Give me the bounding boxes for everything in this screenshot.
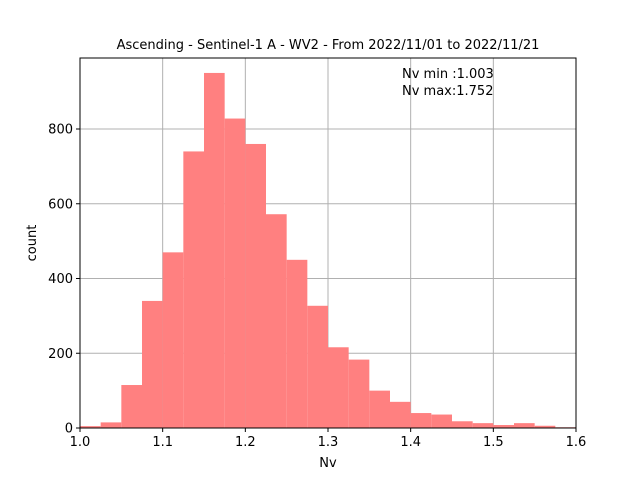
histogram-bar xyxy=(204,72,225,428)
nv-max-annotation: Nv max:1.752 xyxy=(402,84,493,99)
x-axis-label: Nv xyxy=(319,456,337,471)
histogram-bar xyxy=(142,300,163,428)
x-tick-label: 1.5 xyxy=(483,435,504,450)
y-tick-label: 400 xyxy=(48,272,73,287)
histogram-bar xyxy=(245,143,266,428)
x-tick-label: 1.1 xyxy=(152,435,173,450)
y-tick-label: 0 xyxy=(65,422,73,437)
histogram-bar xyxy=(162,252,184,428)
histogram-bar xyxy=(286,259,308,428)
histogram-bar xyxy=(183,151,204,429)
histogram-bar xyxy=(410,413,432,428)
histogram-bar xyxy=(328,347,349,428)
histogram-bar xyxy=(224,118,246,428)
y-tick-label: 800 xyxy=(48,123,73,138)
histogram-bar xyxy=(100,422,122,428)
histogram-bar xyxy=(390,401,411,428)
histogram-bar xyxy=(121,385,142,428)
histogram-bar xyxy=(472,423,494,428)
chart-title: Ascending - Sentinel-1 A - WV2 - From 20… xyxy=(117,38,540,53)
histogram-bar xyxy=(266,214,287,428)
x-tick-label: 1.3 xyxy=(318,435,339,450)
histogram-bar xyxy=(307,305,328,428)
y-axis-label: count xyxy=(25,225,40,262)
histogram-bar xyxy=(452,421,473,428)
y-tick-label: 600 xyxy=(48,197,73,212)
y-axis-ticks: 0 200 400 600 800 xyxy=(48,123,80,437)
histogram-bar xyxy=(431,414,452,428)
x-axis-ticks: 1.0 1.1 1.2 1.3 1.4 1.5 1.6 xyxy=(70,428,587,450)
x-tick-label: 1.6 xyxy=(566,435,587,450)
x-tick-label: 1.4 xyxy=(400,435,421,450)
x-tick-label: 1.2 xyxy=(235,435,256,450)
nv-min-annotation: Nv min :1.003 xyxy=(402,67,494,82)
histogram-bar xyxy=(514,423,535,428)
y-tick-label: 200 xyxy=(48,347,73,362)
histogram-bar xyxy=(369,390,390,428)
x-tick-label: 1.0 xyxy=(70,435,91,450)
histogram-bar xyxy=(80,426,101,428)
histogram-bar xyxy=(348,359,370,428)
histogram-bar xyxy=(493,425,514,428)
histogram-bar xyxy=(534,425,556,428)
bar-series xyxy=(80,72,576,429)
